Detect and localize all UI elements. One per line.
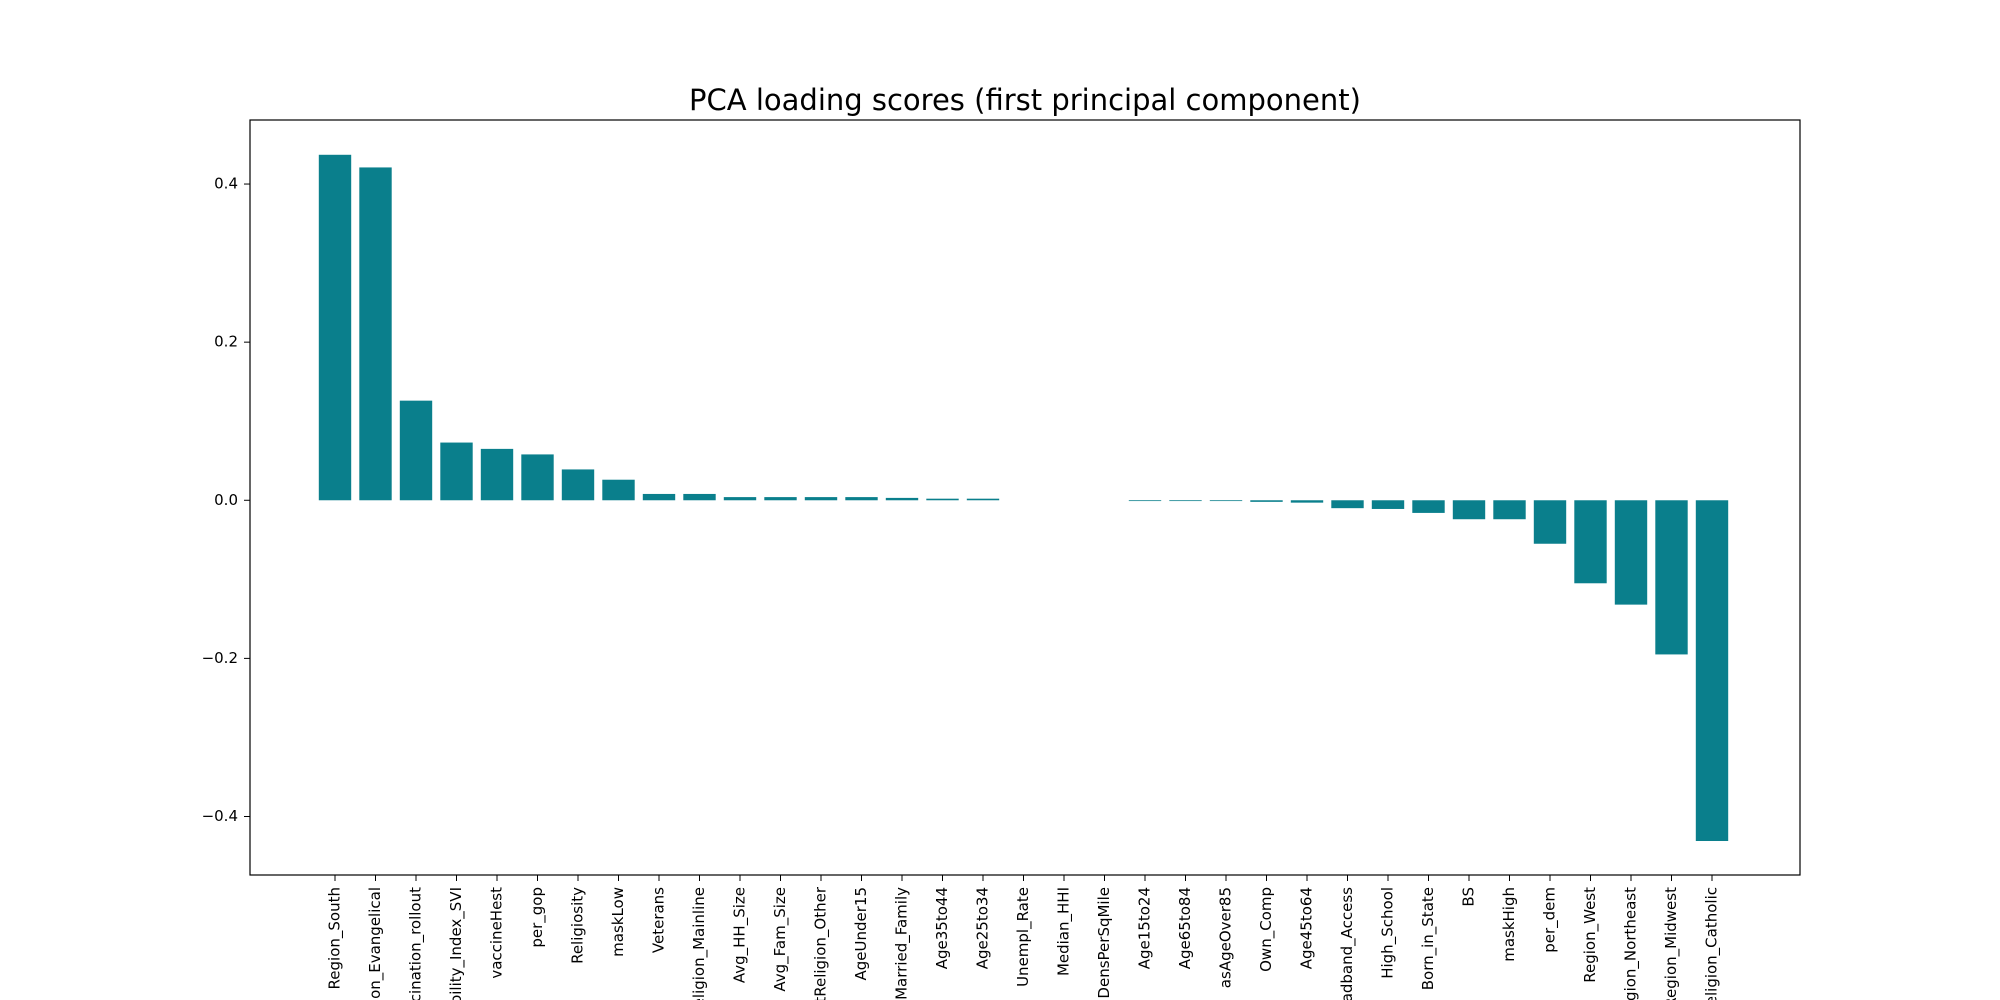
x-tick-label: Region_Midwest (1662, 887, 1681, 1000)
x-tick-label: ability_Index_SVI (447, 887, 466, 1000)
x-tick-label: Veterans (650, 887, 668, 953)
y-tick-label: 0.0 (214, 491, 238, 509)
x-tick-label: oadband_Access (1338, 887, 1357, 1000)
x-tick-label: gion_Evangelical (366, 887, 385, 1000)
x-tick-label: per_dem (1541, 887, 1560, 953)
x-tick-label: High_School (1379, 887, 1398, 979)
bar (642, 493, 676, 501)
x-tick-label: per_gop (528, 887, 547, 948)
x-tick-label: maskHigh (1500, 887, 1518, 962)
x-tick-label: BS (1460, 887, 1478, 907)
x-tick-label: Avg_Fam_Size (771, 887, 790, 992)
bar (683, 493, 716, 501)
bar (480, 448, 514, 501)
x-tick-label: Age45to64 (1298, 887, 1316, 969)
x-tick-label: asAgeOver85 (1217, 887, 1235, 988)
bar (764, 497, 797, 501)
x-tick-label: eligion_Mainline (690, 887, 709, 1000)
x-tick-label: egion_Northeast (1622, 887, 1641, 1000)
x-tick-label: Median_HHI (1055, 887, 1074, 976)
x-tick-label: Own_Comp (1257, 887, 1276, 972)
bar (1169, 500, 1202, 502)
bar (723, 497, 757, 501)
bar (318, 154, 352, 501)
bar (1412, 500, 1445, 513)
bar (926, 498, 959, 501)
bar (1290, 500, 1324, 503)
plot-frame (249, 119, 1801, 876)
bar (602, 479, 635, 501)
y-tick-label: −0.2 (202, 649, 238, 667)
x-tick-label: Married_Family (893, 887, 912, 1000)
bar (1128, 500, 1162, 502)
bar (440, 442, 473, 501)
x-tick-label: Region_West (1581, 887, 1600, 983)
x-tick-label: Age35to44 (933, 887, 951, 969)
bar (359, 167, 392, 501)
x-tick-label: AgeUnder15 (852, 887, 870, 981)
x-tick-label: Age65to84 (1176, 887, 1194, 969)
bar (1493, 500, 1526, 520)
bar (1533, 500, 1567, 544)
bar (1655, 500, 1688, 655)
y-tick-label: 0.4 (214, 175, 238, 193)
y-tick-label: −0.4 (202, 807, 238, 825)
x-tick-label: ccination_rollout (407, 887, 426, 1000)
x-tick-label: Avg_HH_Size (731, 887, 750, 983)
x-tick-label: Age25to34 (974, 887, 992, 969)
bar (1371, 500, 1405, 509)
bar (966, 498, 1000, 501)
bar (1452, 500, 1486, 520)
bar (399, 400, 433, 501)
x-tick-label: Born_in_State (1419, 887, 1438, 990)
x-tick-label: ntReligion_Other (812, 886, 831, 1000)
bar (885, 497, 919, 501)
bar (1574, 500, 1607, 584)
y-tick-label: 0.2 (214, 333, 238, 351)
bar (1331, 500, 1364, 509)
bar (561, 469, 595, 501)
bar (1209, 500, 1243, 502)
bar (1250, 500, 1283, 502)
x-tick-label: Region_South (326, 887, 345, 989)
bar (1695, 500, 1729, 842)
bar (521, 454, 554, 501)
bar (845, 497, 878, 501)
bar (1614, 500, 1648, 605)
x-tick-label: vaccineHest (488, 887, 506, 979)
x-tick-label: eligion_Catholic (1703, 887, 1722, 1000)
x-tick-label: Age15to24 (1136, 887, 1154, 969)
x-tick-label: maskLow (609, 887, 627, 957)
chart-title: PCA loading scores (first principal comp… (689, 83, 1361, 117)
x-tick-label: DensPerSqMile (1095, 887, 1113, 999)
bar (804, 497, 838, 501)
x-tick-label: Unempl_Rate (1014, 887, 1033, 987)
x-tick-label: Religiosity (569, 887, 587, 964)
